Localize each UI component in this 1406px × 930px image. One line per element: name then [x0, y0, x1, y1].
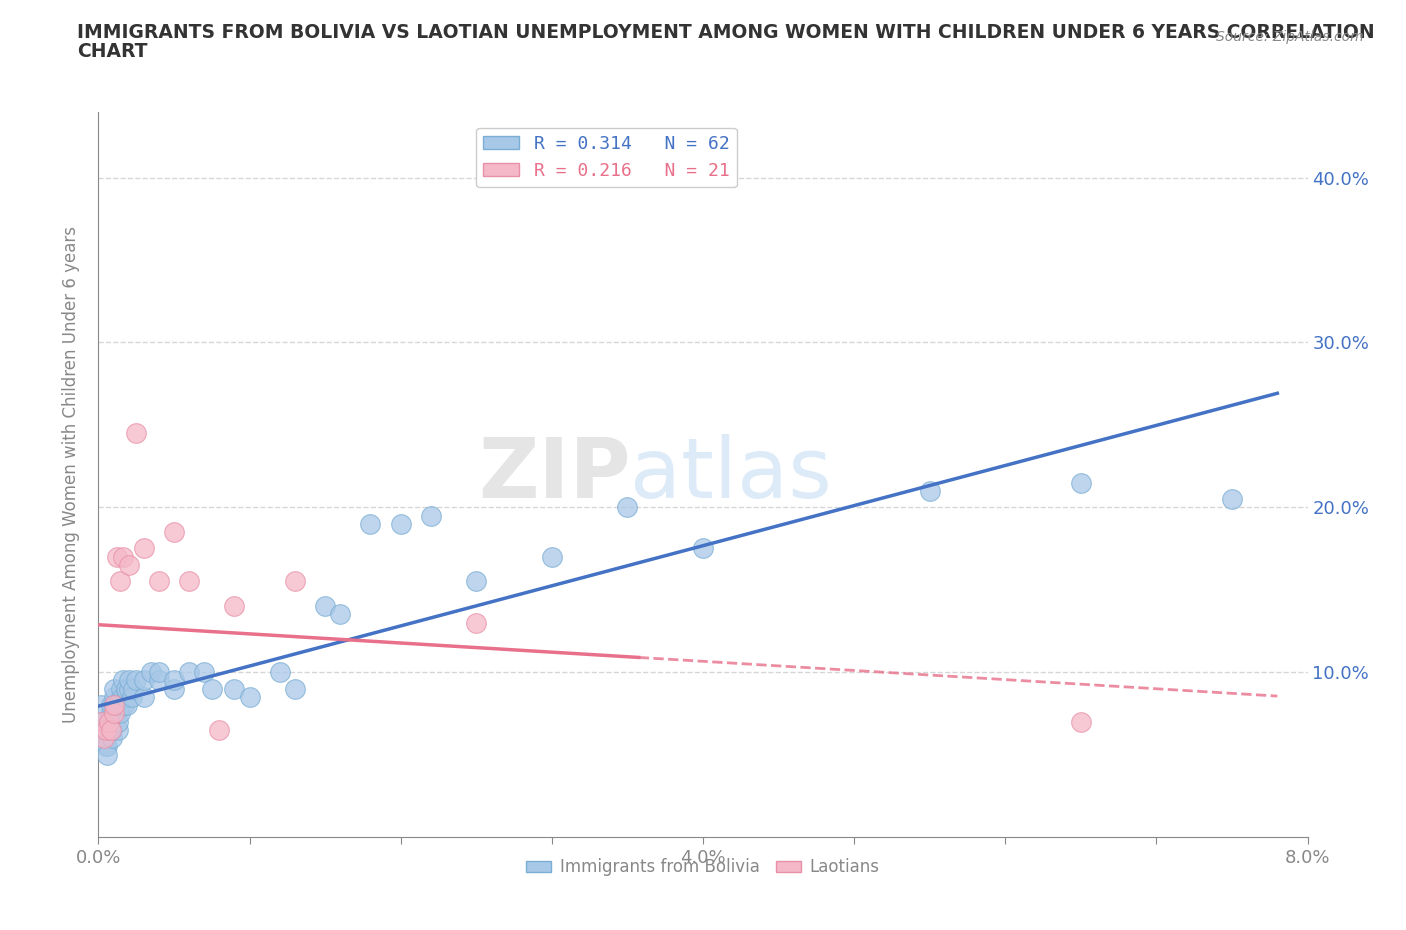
- Point: [107, 723, 129, 737]
- Text: atlas: atlas: [630, 433, 832, 515]
- Point: [93, 723, 115, 737]
- Point: [465, 574, 488, 589]
- Point: [110, 681, 132, 696]
- Point: [122, 681, 145, 696]
- Point: [111, 550, 134, 565]
- Point: [107, 714, 129, 729]
- Point: [224, 681, 246, 696]
- Point: [108, 574, 131, 589]
- Point: [1070, 714, 1092, 729]
- Point: [103, 698, 125, 712]
- Point: [125, 673, 148, 688]
- Point: [148, 574, 170, 589]
- Point: [118, 681, 141, 696]
- Point: [100, 698, 122, 712]
- Point: [103, 681, 125, 696]
- Point: [148, 673, 170, 688]
- Point: [208, 723, 231, 737]
- Point: [111, 673, 134, 688]
- Point: [193, 665, 215, 680]
- Point: [284, 574, 307, 589]
- Point: [132, 541, 155, 556]
- Point: [163, 673, 186, 688]
- Point: [692, 541, 714, 556]
- Text: ZIP: ZIP: [478, 433, 630, 515]
- Point: [90, 714, 112, 729]
- Point: [91, 714, 114, 729]
- Point: [148, 665, 170, 680]
- Point: [111, 689, 134, 704]
- Point: [105, 698, 128, 712]
- Point: [110, 689, 132, 704]
- Point: [114, 689, 136, 704]
- Point: [420, 508, 443, 523]
- Point: [114, 681, 136, 696]
- Text: IMMIGRANTS FROM BOLIVIA VS LAOTIAN UNEMPLOYMENT AMONG WOMEN WITH CHILDREN UNDER : IMMIGRANTS FROM BOLIVIA VS LAOTIAN UNEMP…: [77, 23, 1375, 42]
- Point: [98, 714, 121, 729]
- Point: [103, 706, 125, 721]
- Point: [540, 550, 562, 565]
- Point: [314, 599, 336, 614]
- Point: [103, 706, 125, 721]
- Point: [105, 550, 128, 565]
- Point: [101, 723, 124, 737]
- Point: [121, 689, 143, 704]
- Point: [94, 738, 117, 753]
- Point: [93, 731, 115, 746]
- Text: CHART: CHART: [77, 42, 148, 60]
- Point: [94, 723, 117, 737]
- Point: [284, 681, 307, 696]
- Point: [100, 723, 122, 737]
- Point: [125, 426, 148, 441]
- Point: [163, 525, 186, 539]
- Point: [465, 616, 488, 631]
- Point: [112, 698, 135, 712]
- Legend: Immigrants from Bolivia, Laotians: Immigrants from Bolivia, Laotians: [520, 852, 886, 883]
- Point: [239, 689, 262, 704]
- Point: [132, 689, 155, 704]
- Point: [105, 706, 128, 721]
- Point: [329, 607, 352, 622]
- Point: [360, 516, 382, 531]
- Point: [94, 731, 117, 746]
- Point: [201, 681, 224, 696]
- Point: [616, 499, 638, 514]
- Point: [108, 706, 131, 721]
- Point: [269, 665, 291, 680]
- Point: [96, 747, 118, 762]
- Point: [90, 698, 112, 712]
- Point: [141, 665, 163, 680]
- Point: [118, 557, 141, 572]
- Point: [918, 484, 941, 498]
- Point: [103, 689, 125, 704]
- Point: [389, 516, 412, 531]
- Point: [224, 599, 246, 614]
- Point: [100, 706, 122, 721]
- Point: [1070, 475, 1092, 490]
- Point: [96, 738, 118, 753]
- Text: Source: ZipAtlas.com: Source: ZipAtlas.com: [1216, 30, 1364, 44]
- Point: [101, 731, 124, 746]
- Point: [179, 665, 201, 680]
- Point: [132, 673, 155, 688]
- Point: [115, 698, 138, 712]
- Point: [98, 723, 121, 737]
- Point: [98, 714, 121, 729]
- Y-axis label: Unemployment Among Women with Children Under 6 years: Unemployment Among Women with Children U…: [62, 226, 80, 723]
- Point: [103, 698, 125, 712]
- Point: [163, 681, 186, 696]
- Point: [108, 698, 131, 712]
- Point: [1220, 492, 1243, 507]
- Point: [179, 574, 201, 589]
- Point: [118, 673, 141, 688]
